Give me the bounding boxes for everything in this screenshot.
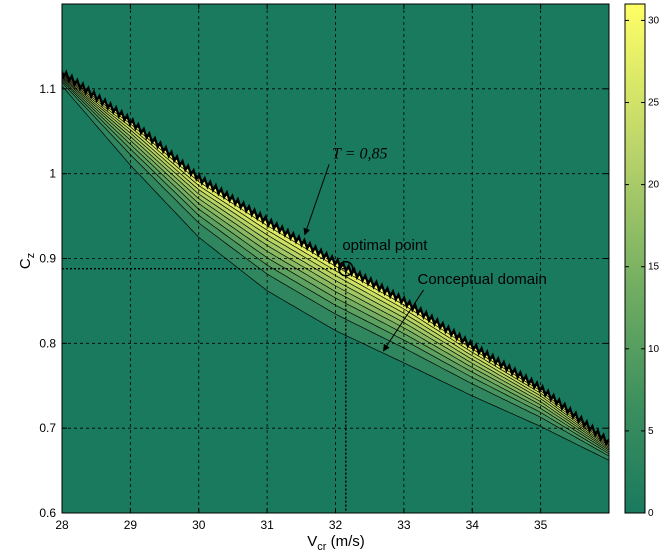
optimal-reference-lines — [62, 267, 347, 513]
colorbar-tick-label: 25 — [648, 98, 660, 109]
annotation-arrow — [303, 164, 330, 236]
y-tick-label: 0.8 — [39, 336, 56, 350]
x-tick-label: 35 — [534, 518, 548, 532]
x-axis-ticks: 28 29 30 31 32 33 34 35 — [55, 4, 548, 532]
colorbar-tick-label: 5 — [648, 426, 654, 437]
x-axis-label: Vcr (m/s) — [307, 533, 365, 553]
grid — [62, 4, 609, 513]
x-tick-label: 33 — [397, 518, 411, 532]
colorbar-tick-label: 20 — [648, 180, 660, 191]
colorbar-ticks: 0 5 10 15 20 25 30 — [625, 15, 660, 519]
annotation-label: T = 0,85 — [332, 145, 387, 162]
colorbar-tick-label: 15 — [648, 262, 660, 273]
colorbar-tick-label: 0 — [648, 508, 654, 519]
y-tick-label: 0.9 — [39, 252, 56, 266]
x-tick-label: 30 — [192, 518, 206, 532]
annotation-label: optimal point — [342, 237, 428, 254]
y-tick-label: 1 — [49, 167, 56, 181]
y-tick-label: 1.1 — [39, 82, 56, 96]
y-tick-label: 0.7 — [39, 421, 56, 435]
optimal-point-marker — [337, 260, 354, 277]
y-tick-label: 0.6 — [39, 506, 56, 520]
x-tick-label: 32 — [329, 518, 343, 532]
colorbar-tick-label: 10 — [648, 344, 660, 355]
colorbar — [624, 3, 646, 514]
x-tick-label: 28 — [55, 518, 69, 532]
annotation-arrow — [382, 289, 424, 352]
annotations: T = 0,85 optimal point Conceptual domain — [303, 145, 547, 352]
feasibility-boundary — [62, 68, 609, 447]
y-axis-label: Cz — [17, 253, 37, 269]
x-tick-label: 29 — [124, 518, 138, 532]
annotation-label: Conceptual domain — [418, 271, 547, 288]
colorbar-tick-label: 30 — [648, 15, 660, 26]
x-tick-label: 34 — [466, 518, 480, 532]
x-tick-label: 31 — [260, 518, 274, 532]
y-axis-ticks: 0.6 0.7 0.8 0.9 1 1.1 — [39, 82, 609, 520]
